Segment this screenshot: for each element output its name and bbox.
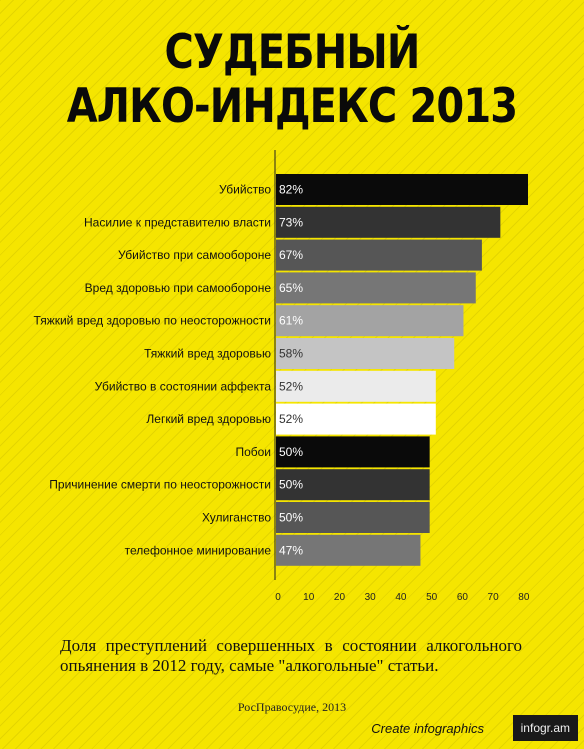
x-tick-label: 70 [488,592,500,603]
chart-title-line-1: СУДЕБНЫЙ [164,25,421,80]
chart-note: Доля преступлений совершенных в состояни… [60,636,522,675]
category-label: Тяжкий вред здоровью [144,347,271,361]
bar-8 [276,436,430,468]
bar-11 [276,534,421,566]
x-tick-label: 20 [334,592,346,603]
category-label: Убийство в состоянии аффекта [95,379,272,393]
value-label: 52% [279,412,303,426]
value-label: 61% [279,314,303,328]
create-infographics-link[interactable]: Create infographics [371,721,484,736]
category-label: Причинение смерти по неосторожности [49,478,271,492]
bar-5 [276,338,455,369]
value-label: 47% [279,543,303,557]
bar-1 [276,206,501,238]
category-label: Хулиганство [202,511,271,525]
value-label: 65% [279,281,303,295]
x-tick-label: 50 [426,592,438,603]
chart-title-line-2: АЛКО-ИНДЕКС 2013 [66,79,518,134]
infogram-logo[interactable]: infogr.am [512,715,578,741]
value-label: 50% [279,511,303,525]
source-credit: РосПравосудие, 2013 [237,700,347,714]
value-label: 73% [279,215,303,229]
x-tick-label: 30 [365,592,377,603]
x-tick-label: 40 [395,592,407,603]
category-label: Вред здоровью при самообороне [85,281,272,295]
category-label: Насилие к представителю власти [84,215,271,229]
category-label: Тяжкий вред здоровью по неосторожности [34,314,271,328]
value-label: 82% [279,183,303,197]
bar-4 [276,305,464,337]
category-label: Побои [235,445,271,459]
value-label: 50% [279,478,303,492]
bar-2 [276,239,482,271]
x-tick-label: 0 [275,592,281,603]
bar-3 [276,272,476,304]
bar-0 [276,174,528,205]
bar-6 [276,370,436,402]
value-label: 52% [279,379,303,393]
bar-7 [276,403,436,435]
bar-chart: Убийство 82% Насилие к представителю власт… [34,150,530,603]
value-label: 67% [279,248,303,262]
bar-9 [276,469,430,501]
category-label: Убийство [219,183,271,197]
x-tick-label: 80 [518,592,530,603]
category-label: телефонное минирование [125,543,272,557]
bar-10 [276,502,430,533]
category-label: Убийство при самообороне [118,248,271,262]
value-label: 50% [279,445,303,459]
value-label: 58% [279,347,303,361]
x-tick-label: 60 [457,592,469,603]
x-tick-label: 10 [303,592,315,603]
category-label: Легкий вред здоровью [146,412,271,426]
